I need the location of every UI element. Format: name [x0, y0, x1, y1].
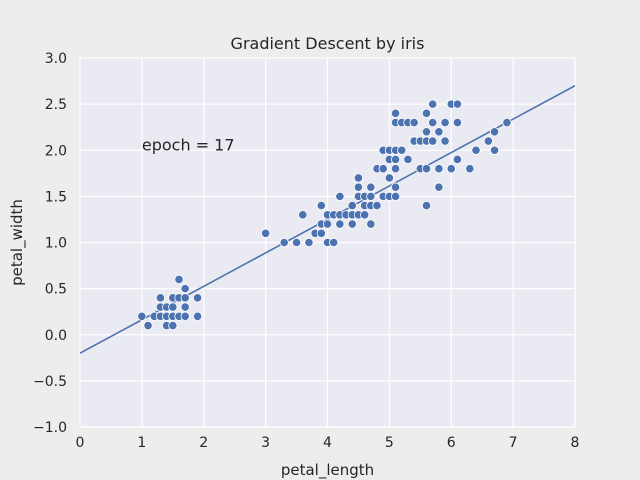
data-point — [390, 154, 401, 165]
data-point — [440, 136, 450, 146]
y-tick-label: −1.0 — [33, 420, 67, 436]
data-point — [316, 201, 326, 211]
data-point — [489, 127, 500, 137]
data-point — [390, 108, 401, 118]
y-tick-label: 1.0 — [45, 236, 67, 252]
data-point — [421, 201, 432, 211]
data-point — [421, 127, 432, 137]
x-tick-label: 1 — [137, 435, 146, 451]
y-tick-label: 2.0 — [45, 143, 67, 159]
x-tick-label: 7 — [509, 435, 518, 451]
data-point — [143, 320, 153, 331]
data-point — [174, 274, 184, 284]
data-point — [180, 284, 190, 294]
data-point — [322, 219, 333, 229]
data-point — [421, 164, 432, 174]
data-point — [390, 164, 401, 174]
y-tick-label: −0.5 — [33, 374, 67, 390]
data-point — [489, 145, 500, 155]
x-tick-label: 6 — [447, 435, 456, 451]
plot-content — [80, 84, 575, 354]
x-tick-labels: 0 1 2 3 4 5 6 7 8 — [76, 435, 580, 451]
y-tick-label: 1.5 — [45, 189, 67, 205]
data-point — [353, 182, 364, 192]
data-point — [502, 117, 512, 128]
data-point — [452, 99, 463, 109]
data-point — [261, 228, 271, 238]
data-point — [390, 182, 401, 192]
data-point — [384, 173, 394, 183]
x-tick-label: 3 — [261, 435, 270, 451]
data-point — [409, 117, 419, 128]
x-tick-label: 0 — [76, 435, 85, 451]
data-point — [347, 201, 357, 211]
epoch-annotation: epoch = 17 — [142, 135, 235, 154]
x-tick-label: 2 — [199, 435, 208, 451]
x-axis-label: petal_length — [281, 461, 374, 480]
data-point — [366, 182, 376, 192]
data-point — [428, 136, 438, 146]
data-point — [366, 191, 376, 201]
data-point — [304, 237, 314, 248]
data-point — [372, 201, 382, 211]
data-point — [353, 173, 364, 183]
data-point — [298, 210, 308, 220]
data-point — [360, 210, 370, 220]
data-point — [279, 237, 289, 248]
data-point — [434, 127, 444, 137]
y-tick-labels: −1.0 −0.5 0.0 0.5 1.0 1.5 2.0 2.5 3.0 — [33, 51, 67, 436]
y-tick-label: 0.5 — [45, 282, 67, 298]
data-point — [378, 164, 388, 174]
data-point — [440, 117, 450, 128]
x-tick-label: 5 — [385, 435, 394, 451]
data-point — [428, 117, 438, 128]
chart-title: Gradient Descent by iris — [231, 34, 425, 53]
data-point — [465, 164, 475, 174]
data-point — [452, 117, 463, 128]
y-tick-label: 3.0 — [45, 51, 67, 67]
data-point — [180, 311, 190, 321]
y-tick-label: 2.5 — [45, 97, 67, 113]
data-point — [471, 145, 481, 155]
data-point — [329, 237, 339, 248]
data-point — [316, 228, 326, 238]
data-point — [347, 219, 357, 229]
data-point — [335, 191, 345, 201]
data-point — [180, 293, 190, 303]
data-point — [192, 311, 203, 321]
data-point — [452, 154, 463, 165]
x-tick-label: 8 — [571, 435, 580, 451]
data-point — [446, 164, 456, 174]
data-point — [155, 293, 166, 303]
data-point — [428, 99, 438, 109]
y-tick-label: 0.0 — [45, 328, 67, 344]
data-point — [180, 302, 190, 312]
data-point — [192, 293, 203, 303]
data-point — [434, 164, 444, 174]
data-point — [168, 302, 178, 312]
data-point — [421, 108, 432, 118]
data-point — [403, 154, 413, 165]
y-axis-label: petal_width — [8, 199, 27, 286]
data-point — [366, 219, 376, 229]
data-point — [291, 237, 302, 248]
data-point — [390, 191, 401, 201]
data-point — [434, 182, 444, 192]
data-point — [335, 219, 345, 229]
x-tick-label: 4 — [323, 435, 332, 451]
data-point — [397, 145, 407, 155]
data-point — [168, 320, 178, 331]
data-point — [137, 311, 147, 321]
data-point — [483, 136, 493, 146]
